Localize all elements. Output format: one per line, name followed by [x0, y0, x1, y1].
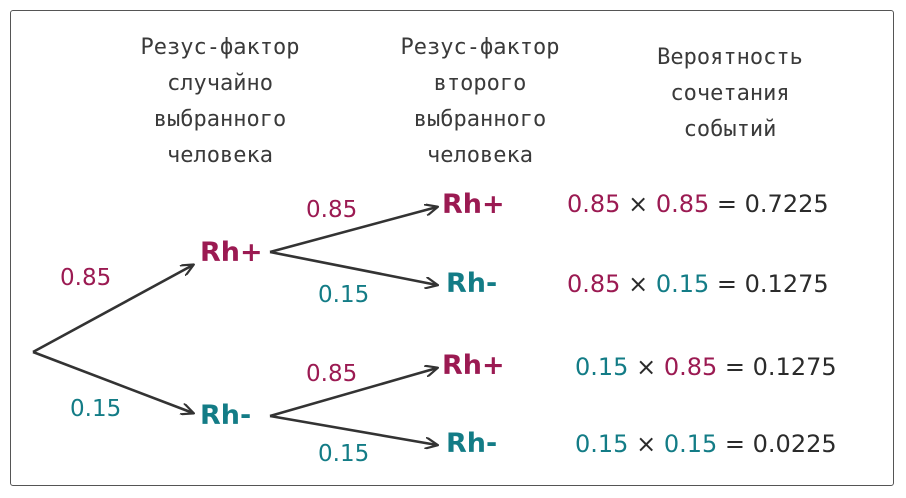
factor-b: 0.85 [655, 190, 710, 218]
node-rh-pos-level2-3: Rh+ [442, 350, 505, 381]
prob-level1-neg: 0.15 [70, 396, 122, 422]
header-probability: Вероятность сочетания событий [630, 40, 830, 148]
equals-sign: = [716, 190, 738, 218]
header-line: человека [167, 143, 273, 168]
prob-level1-pos: 0.85 [60, 265, 112, 291]
arrow-pos-to-pos [269, 207, 437, 254]
result-value: 0.0225 [752, 430, 837, 458]
result-value: 0.1275 [752, 353, 837, 381]
header-line: выбранного [153, 107, 287, 132]
factor-b: 0.85 [663, 353, 718, 381]
header-first-person: Резус-фактор случайно выбранного человек… [120, 30, 320, 174]
factor-b: 0.15 [663, 430, 718, 458]
header-line: событий [683, 117, 777, 142]
prob-level2-4: 0.15 [318, 441, 370, 467]
arrow-root-to-rh-pos [32, 265, 193, 354]
times-sign: × [636, 430, 657, 458]
prob-level2-2: 0.15 [318, 282, 370, 308]
equals-sign: = [716, 270, 738, 298]
result-value: 0.1275 [744, 270, 829, 298]
node-rh-neg-level1: Rh- [200, 400, 252, 431]
times-sign: × [636, 353, 657, 381]
header-line: Резус-фактор [400, 35, 560, 60]
arrow-neg-to-neg [269, 414, 437, 445]
times-sign: × [628, 270, 649, 298]
result-row-2: 0.85 × 0.15 = 0.1275 [567, 270, 829, 298]
header-line: второго [433, 71, 527, 96]
result-row-1: 0.85 × 0.85 = 0.7225 [567, 190, 829, 218]
arrow-pos-to-neg [269, 250, 437, 285]
factor-a: 0.15 [575, 353, 629, 381]
equals-sign: = [724, 430, 746, 458]
header-line: человека [427, 143, 533, 168]
result-row-4: 0.15 × 0.15 = 0.0225 [575, 430, 837, 458]
arrow-neg-to-pos [269, 368, 437, 418]
node-rh-pos-level2-1: Rh+ [442, 189, 505, 220]
arrow-root-to-rh-neg [32, 350, 193, 413]
diagram-frame [10, 10, 894, 486]
header-line: случайно [167, 71, 273, 96]
header-second-person: Резус-фактор второго выбранного человека [380, 30, 580, 174]
prob-level2-1: 0.85 [306, 197, 358, 223]
header-line: выбранного [413, 107, 547, 132]
factor-a: 0.15 [575, 430, 629, 458]
factor-a: 0.85 [567, 190, 621, 218]
equals-sign: = [724, 353, 746, 381]
factor-b: 0.15 [655, 270, 710, 298]
result-value: 0.7225 [744, 190, 829, 218]
node-rh-pos-level1: Rh+ [200, 237, 263, 268]
result-row-3: 0.15 × 0.85 = 0.1275 [575, 353, 837, 381]
factor-a: 0.85 [567, 270, 621, 298]
node-rh-neg-level2-2: Rh- [446, 268, 498, 299]
header-line: Вероятность [657, 45, 803, 70]
prob-level2-3: 0.85 [306, 361, 358, 387]
header-line: Резус-фактор [140, 35, 300, 60]
header-line: сочетания [670, 81, 790, 106]
times-sign: × [628, 190, 649, 218]
node-rh-neg-level2-4: Rh- [446, 428, 498, 459]
